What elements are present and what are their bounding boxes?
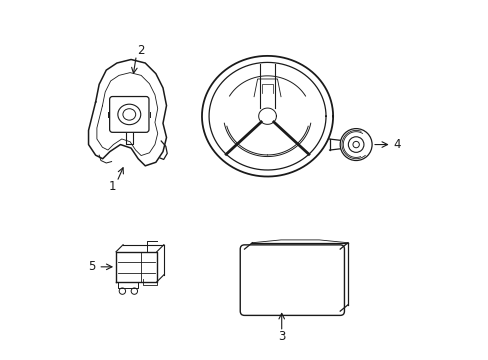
Text: 5: 5 [88, 260, 95, 273]
Text: 4: 4 [392, 138, 400, 151]
Text: 3: 3 [278, 330, 285, 343]
Text: 1: 1 [109, 180, 116, 193]
Text: 2: 2 [137, 44, 144, 57]
